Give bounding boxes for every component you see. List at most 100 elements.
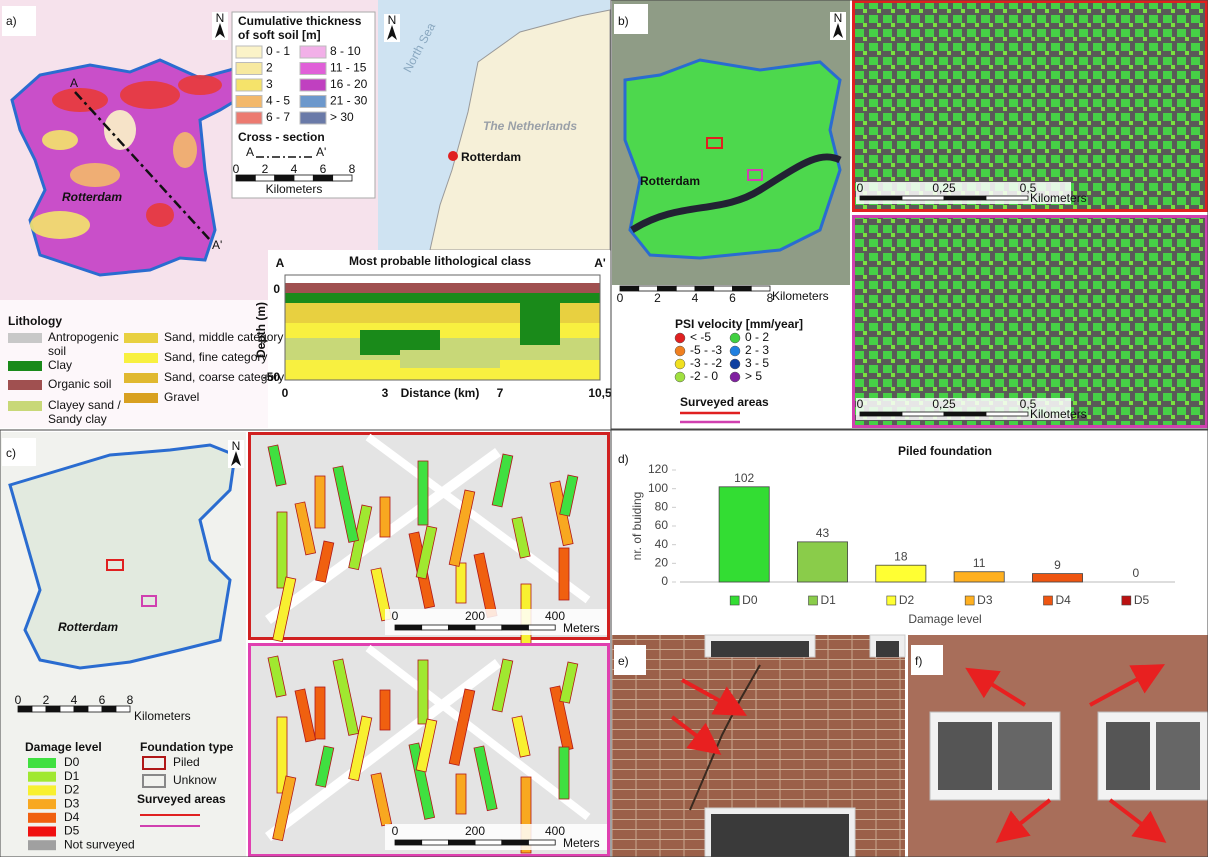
legend-swatch [729, 358, 741, 370]
legend-swatch [124, 333, 158, 343]
legend-label: > 5 [745, 369, 762, 383]
label: Depth (m) [254, 302, 268, 358]
north-label: N [216, 11, 225, 25]
legend-label: 8 - 10 [330, 44, 361, 58]
legend-label: 2 [266, 61, 273, 75]
label: PSI velocity [mm/year] [675, 317, 803, 331]
legend-label: 3 - 5 [745, 356, 769, 370]
legend-label: Gravel [164, 390, 199, 404]
survey-area-magenta [747, 169, 763, 181]
label-box [614, 645, 646, 675]
scale-tick-label: 2 [654, 291, 661, 305]
scale-bar [312, 174, 334, 182]
y-tick-label: 20 [655, 556, 669, 570]
panel-label: a) [6, 14, 17, 28]
scale-tick-label: 0 [857, 397, 864, 411]
scale-tick-label: 400 [545, 609, 565, 623]
label: Kilometers [772, 289, 829, 303]
legend-label: 11 - 15 [330, 61, 367, 75]
bar [875, 564, 927, 583]
legend-swatch [674, 358, 686, 370]
scale-bg [385, 609, 607, 635]
legend-swatch [28, 826, 56, 837]
street [365, 433, 591, 604]
label: A' [594, 256, 606, 270]
building [415, 718, 438, 773]
legend-swatch [124, 373, 158, 383]
label: Cross - section [238, 130, 325, 144]
legend-label: 0 - 1 [266, 44, 290, 58]
legend-swatch [299, 95, 327, 108]
scale-tick-label: 2 [262, 162, 269, 176]
y-tick-label: 100 [648, 481, 668, 495]
scale-bar [501, 839, 529, 846]
value-label: 0 [1132, 566, 1139, 580]
scale-bar [421, 839, 449, 846]
building [379, 496, 391, 538]
y-tick-label: 0 [661, 574, 668, 588]
arrow [670, 715, 722, 755]
legend-swatch [964, 595, 975, 606]
label: Surveyed areas [137, 792, 226, 806]
scale-bar [985, 195, 1029, 201]
legend-label: D0 [742, 593, 758, 607]
building [520, 776, 532, 854]
label: Lithology [8, 314, 62, 328]
scale-bar [59, 705, 75, 713]
legend-label: -2 - 0 [690, 369, 718, 383]
scale-bar [31, 705, 47, 713]
legend-label: D5 [64, 824, 80, 838]
label: Kilometers [266, 182, 323, 196]
building [417, 659, 429, 725]
y-tick-label: 40 [655, 537, 669, 551]
building [473, 745, 498, 812]
legend-swatch [299, 45, 327, 59]
building [315, 745, 335, 788]
label: Cumulative thickness [238, 14, 362, 28]
building [276, 511, 288, 589]
cross-section-line [74, 91, 211, 241]
legend-swatch [28, 785, 56, 796]
scale-bar [394, 839, 423, 846]
legend-swatch [28, 799, 56, 810]
label: 7 [497, 386, 504, 400]
building [455, 562, 467, 604]
scale-bar [87, 705, 103, 713]
building [558, 746, 570, 800]
building [511, 715, 531, 758]
legend-swatch [886, 595, 897, 606]
legend-swatch [674, 345, 686, 357]
inset-land [429, 9, 611, 251]
building [448, 688, 476, 766]
survey-area-red [106, 559, 124, 571]
window-glass [938, 722, 992, 790]
soil-patch [120, 81, 180, 109]
value-label: 43 [816, 526, 830, 540]
legend-swatch [1043, 595, 1053, 606]
label: Meters [563, 621, 600, 635]
legend-swatch [299, 78, 327, 92]
scale-bar [859, 195, 903, 201]
building [348, 715, 373, 782]
scale-bar [675, 285, 696, 292]
arrow [681, 678, 748, 716]
scale-bar [45, 705, 61, 713]
scale-bar [73, 705, 89, 713]
legend-label: Organic soil [48, 377, 111, 391]
scale-tick-label: 0 [392, 824, 399, 838]
river [630, 153, 842, 233]
building [558, 547, 570, 601]
building [315, 540, 335, 583]
building [314, 475, 326, 529]
legend-swatch [808, 595, 818, 606]
north-arrow [215, 23, 225, 38]
scale-bar [985, 411, 1029, 417]
building [415, 525, 438, 580]
scale-bar [528, 624, 556, 631]
label: -50 [263, 370, 281, 384]
chart-title: Piled foundation [898, 444, 992, 458]
legend-swatch [729, 345, 741, 357]
legend-label: Sand, coarse category [164, 370, 284, 384]
window-glass [711, 814, 849, 857]
legend-label: -5 - -3 [690, 343, 722, 357]
